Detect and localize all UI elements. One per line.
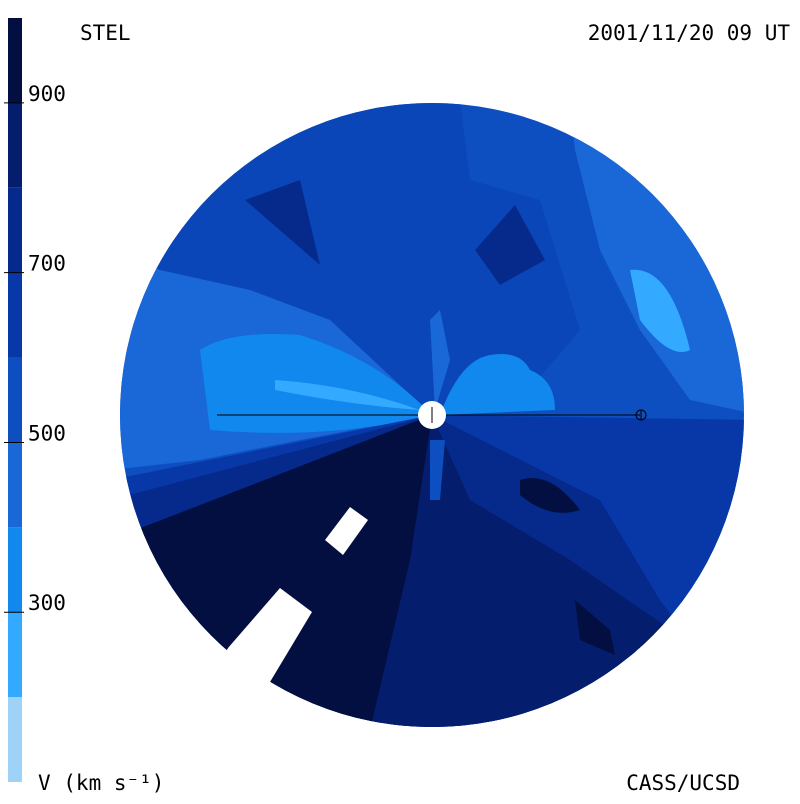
velocity-map: [120, 103, 744, 727]
data-gap: [325, 507, 368, 555]
colorbar-tick-label: 700: [28, 252, 66, 276]
colorbar-band: [8, 187, 22, 273]
colorbar-band: [8, 442, 22, 528]
date-label: 2001/11/20 09 UT: [588, 21, 791, 45]
colorbar-band: [8, 612, 22, 698]
colorbar-tick-label: 900: [28, 82, 66, 106]
chart-title: STEL: [80, 21, 131, 45]
colorbar-band: [8, 697, 22, 782]
colorbar-band: [8, 272, 22, 358]
colorbar-band: [8, 102, 22, 188]
colorbar-tick-label: 300: [28, 591, 66, 615]
colorbar-band: [8, 527, 22, 613]
data-gap: [200, 588, 312, 700]
colorbar-label: V (km s⁻¹): [38, 771, 164, 795]
colorbar-tick-label: 500: [28, 421, 66, 445]
colorbar-band: [8, 357, 22, 443]
colorbar-band: [8, 18, 22, 103]
credit-label: CASS/UCSD: [626, 771, 740, 795]
